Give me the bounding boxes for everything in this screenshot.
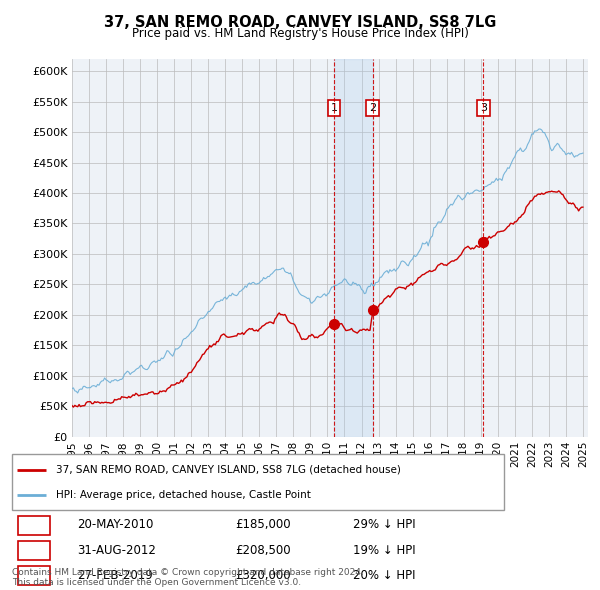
- Text: 20% ↓ HPI: 20% ↓ HPI: [353, 569, 416, 582]
- Text: £185,000: £185,000: [235, 518, 291, 532]
- Text: HPI: Average price, detached house, Castle Point: HPI: Average price, detached house, Cast…: [56, 490, 311, 500]
- Text: 31-AUG-2012: 31-AUG-2012: [77, 543, 155, 556]
- Text: 37, SAN REMO ROAD, CANVEY ISLAND, SS8 7LG: 37, SAN REMO ROAD, CANVEY ISLAND, SS8 7L…: [104, 15, 496, 30]
- Text: 29% ↓ HPI: 29% ↓ HPI: [353, 518, 416, 532]
- Text: 19% ↓ HPI: 19% ↓ HPI: [353, 543, 416, 556]
- FancyBboxPatch shape: [18, 516, 50, 535]
- Text: 1: 1: [29, 518, 38, 532]
- FancyBboxPatch shape: [18, 541, 50, 560]
- Text: 1: 1: [331, 103, 337, 113]
- Text: £208,500: £208,500: [235, 543, 291, 556]
- Text: Price paid vs. HM Land Registry's House Price Index (HPI): Price paid vs. HM Land Registry's House …: [131, 27, 469, 40]
- Text: 37, SAN REMO ROAD, CANVEY ISLAND, SS8 7LG (detached house): 37, SAN REMO ROAD, CANVEY ISLAND, SS8 7L…: [56, 465, 401, 475]
- Text: 2: 2: [369, 103, 376, 113]
- Text: 27-FEB-2019: 27-FEB-2019: [77, 569, 152, 582]
- Text: Contains HM Land Registry data © Crown copyright and database right 2024.
This d: Contains HM Land Registry data © Crown c…: [12, 568, 364, 587]
- Text: 20-MAY-2010: 20-MAY-2010: [77, 518, 153, 532]
- Text: 3: 3: [480, 103, 487, 113]
- Text: £320,000: £320,000: [235, 569, 291, 582]
- Bar: [334, 59, 373, 437]
- Text: 3: 3: [30, 569, 38, 582]
- FancyBboxPatch shape: [18, 566, 50, 585]
- Text: 2: 2: [29, 543, 38, 556]
- FancyBboxPatch shape: [12, 454, 504, 510]
